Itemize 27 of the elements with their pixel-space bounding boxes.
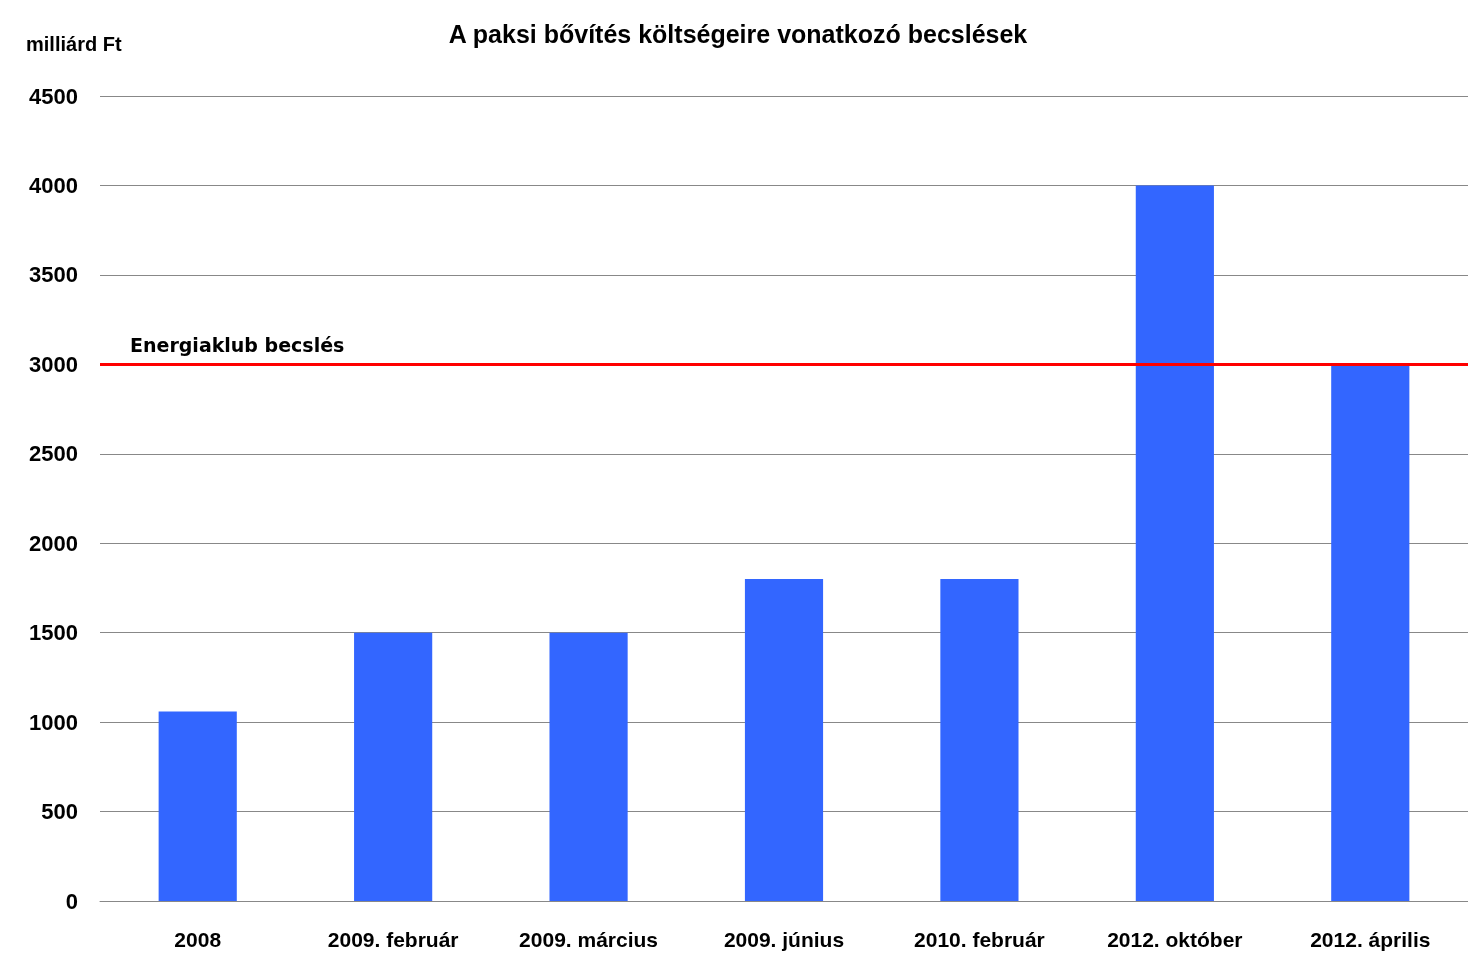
y-tick-label: 1500: [29, 620, 78, 646]
x-tick-label: 2009. március: [519, 928, 659, 951]
bar: [549, 632, 628, 901]
x-tick-label: 2009. február: [327, 928, 459, 951]
x-tick-label: 2008: [174, 928, 222, 951]
x-tick-label: 2012. április: [1310, 928, 1431, 951]
y-tick-label: 1000: [29, 709, 78, 735]
y-tick-label: 2000: [29, 530, 78, 556]
bar: [940, 579, 1019, 901]
y-tick-label: 4000: [29, 172, 78, 198]
y-axis-title: milliárd Ft: [26, 33, 122, 55]
bar: [1331, 364, 1410, 901]
bar: [354, 632, 433, 901]
y-tick-label: 2500: [29, 441, 78, 467]
bar: [1135, 185, 1214, 901]
chart-title: A paksi bővítés költségeire vonatkozó becslések: [448, 19, 1028, 48]
y-tick-label: 4500: [29, 83, 78, 109]
y-tick-label: 0: [65, 888, 78, 914]
bar: [744, 579, 824, 901]
x-tick-label: 2010. február: [914, 928, 1045, 951]
y-tick-label: 3000: [29, 351, 78, 377]
ref-line-label: Energiaklub becslés: [130, 333, 345, 356]
x-tick-label: 2009. június: [723, 928, 845, 951]
y-tick-label: 3500: [29, 262, 78, 288]
x-tick-label: 2012. október: [1107, 928, 1243, 951]
y-tick-label: 500: [41, 799, 78, 825]
bar: [158, 711, 237, 901]
